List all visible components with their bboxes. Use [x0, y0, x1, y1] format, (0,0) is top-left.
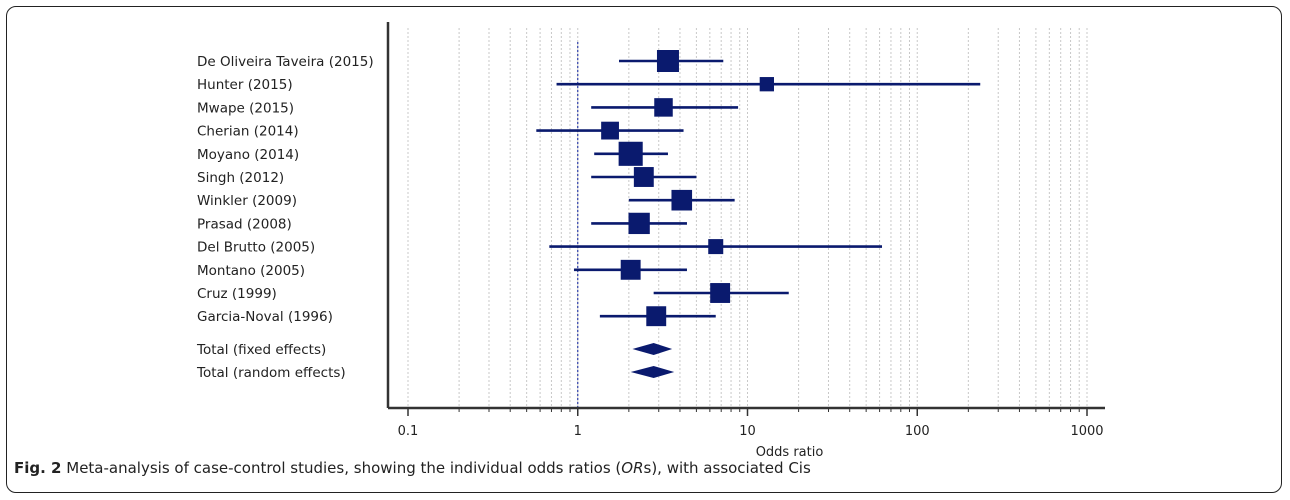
- or-marker: [654, 98, 673, 117]
- study-label: Mwape (2015): [197, 100, 294, 116]
- figure-number: Fig. 2: [14, 459, 62, 477]
- caption-text-2: s), with associated Cis: [643, 459, 811, 477]
- figure-caption: Fig. 2 Meta-analysis of case-control stu…: [14, 459, 811, 477]
- study-label: Montano (2005): [197, 263, 305, 279]
- or-marker: [671, 189, 693, 211]
- x-tick-label: 1: [574, 424, 582, 439]
- or-marker: [656, 50, 679, 72]
- x-ticks: 0.1 1 10 100 1000: [398, 408, 1104, 439]
- or-marker: [628, 212, 650, 235]
- x-axis-title: Odds ratio: [756, 445, 824, 460]
- caption-text-1: Meta-analysis of case-control studies, s…: [61, 459, 622, 477]
- study-label: Singh (2012): [197, 170, 284, 186]
- study-label: Garcia-Noval (1996): [197, 309, 333, 325]
- study-label: Del Brutto (2005): [197, 240, 315, 256]
- study-label: Moyano (2014): [197, 147, 299, 163]
- or-marker: [759, 77, 774, 92]
- or-marker: [620, 259, 641, 280]
- figure-frame: [6, 6, 1282, 493]
- pooled-label: Total (fixed effects): [196, 342, 326, 358]
- study-label: De Oliveira Taveira (2015): [197, 54, 374, 70]
- x-tick-label: 0.1: [398, 424, 419, 439]
- study-label: Hunter (2015): [197, 77, 293, 93]
- or-marker: [618, 141, 643, 166]
- study-label: Cherian (2014): [197, 124, 299, 140]
- or-marker: [708, 239, 724, 255]
- study-label: Winkler (2009): [197, 193, 297, 209]
- study-rows: De Oliveira Taveira (2015) Hunter (2015) M…: [197, 50, 981, 327]
- caption-italic: OR: [621, 459, 644, 477]
- study-label: Prasad (2008): [197, 216, 292, 232]
- or-marker: [633, 167, 654, 187]
- x-tick-label: 1000: [1070, 424, 1103, 439]
- pooled-label: Total (random effects): [196, 365, 346, 381]
- or-marker: [646, 306, 667, 327]
- axes: [386, 22, 1105, 410]
- study-label: Cruz (1999): [197, 286, 277, 302]
- pooled-diamond: [632, 343, 673, 355]
- x-tick-label: 10: [739, 424, 756, 439]
- pooled-rows: Total (fixed effects) Total (random effec…: [196, 342, 675, 381]
- or-marker: [601, 121, 619, 140]
- x-tick-label: 100: [905, 424, 930, 439]
- pooled-diamond: [630, 366, 675, 378]
- or-marker: [710, 283, 731, 303]
